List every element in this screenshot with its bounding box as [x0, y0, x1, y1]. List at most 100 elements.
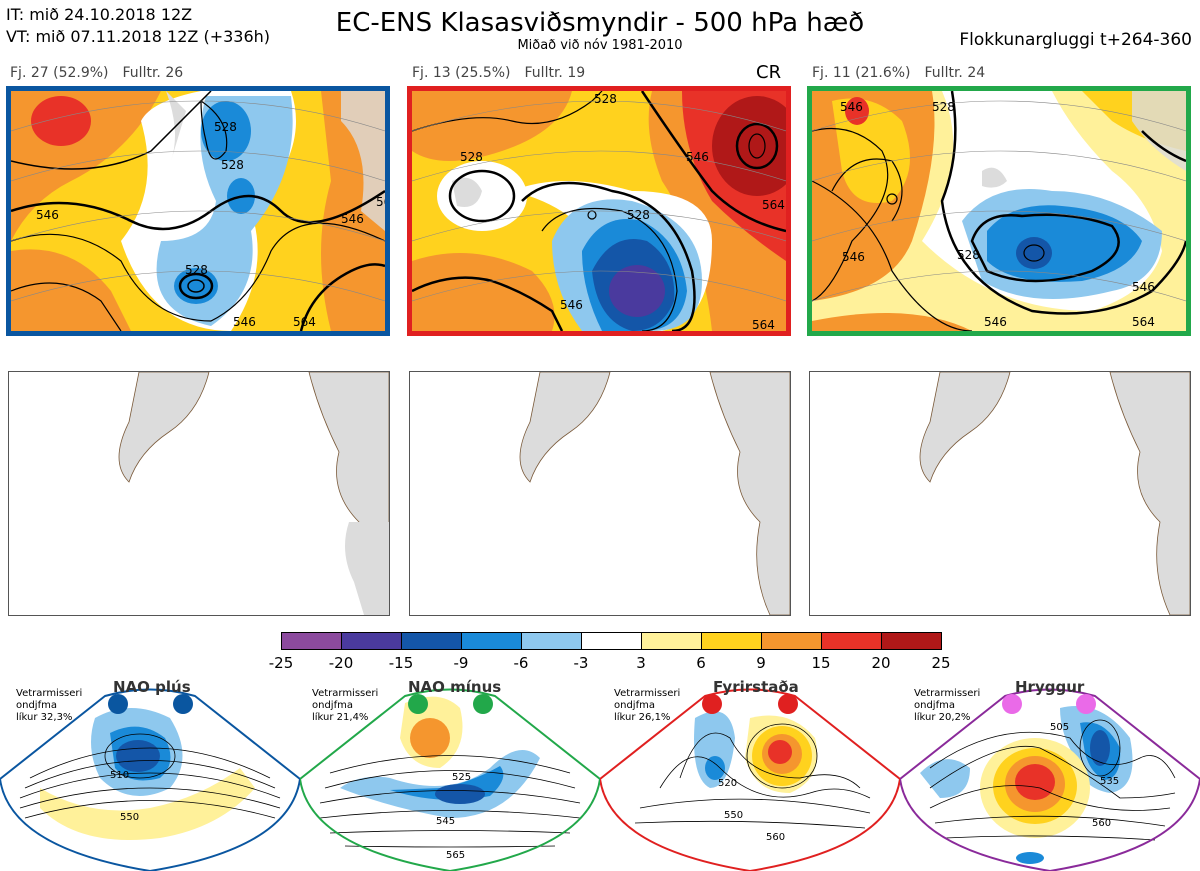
regime-blocking-note-line: ondjfma: [614, 700, 655, 711]
cluster-3-map-graphic: 546 528 546 546 528 546 564: [812, 91, 1186, 331]
cluster-1-contour-label: 528: [185, 263, 208, 277]
colorbar-segment: [341, 632, 402, 650]
colorbar-tick-label: 25: [931, 654, 951, 672]
colorbar-tick-label: -15: [388, 654, 414, 672]
cluster-1-map: 528 546 528 546 564 528 546 564: [6, 86, 390, 336]
regime-blocking-note-line: Vetrarmisseri: [614, 688, 681, 699]
regime-nao-minus-note-line: ondjfma: [312, 700, 353, 711]
colorbar-tick-label: -25: [268, 654, 294, 672]
regime-ridge-note-line: líkur 20,2%: [914, 712, 971, 723]
regime-ridge-contour-label: 505: [1050, 722, 1069, 733]
cluster-3-label: Fj. 11 (21.6%) Fulltr. 24: [812, 65, 999, 81]
cluster-3-fraction: Fj. 11 (21.6%): [812, 65, 911, 81]
cluster-1-representative: Fulltr. 26: [122, 65, 184, 81]
regime-ridge-contour-label: 535: [1100, 776, 1119, 787]
cluster-3-contour-label: 546: [842, 250, 865, 264]
colorbar-tick-label: -6: [513, 654, 529, 672]
colorbar-segment: [821, 632, 882, 650]
regime-blocking-contour-label: 550: [724, 810, 743, 821]
regime-ridge-note: Vetrarmisseri ondjfma líkur 20,2%: [914, 688, 980, 724]
regime-nao-minus-title: NAO mínus: [408, 678, 502, 696]
header-info: IT: mið 24.10.2018 12Z VT: mið 07.11.201…: [6, 4, 270, 48]
cluster-3-contour-label: 528: [932, 100, 955, 114]
colorbar-tick-label: 15: [811, 654, 831, 672]
regime-nao-plus-title: NAO plús: [113, 678, 191, 696]
cluster-3-map: 546 528 546 546 528 546 564: [807, 86, 1191, 336]
regime-blocking-marker: [702, 694, 722, 714]
regime-nao-minus-contour-label: 525: [452, 772, 471, 783]
regime-ridge-marker: [1002, 694, 1022, 714]
valid-time: VT: mið 07.11.2018 12Z (+336h): [6, 27, 271, 46]
colorbar-segment: [701, 632, 762, 650]
cluster-1-map-graphic: 528 546 528 546 564 528 546 564: [11, 91, 385, 331]
cluster-2-contour-label: 546: [686, 150, 709, 164]
cluster-3-contour-label: 528: [957, 248, 980, 262]
cluster-2-map-graphic: 528 528 546 546 564 564 528: [412, 91, 786, 331]
cluster-2-fraction: Fj. 13 (25.5%): [412, 65, 511, 81]
colorbar-segment: [461, 632, 522, 650]
cluster-2-map: 528 528 546 546 564 564 528: [407, 86, 791, 336]
outline-map-2: [409, 371, 791, 616]
cluster-2-contour-label: 528: [594, 92, 617, 106]
regime-nao-plus-note-line: Vetrarmisseri: [16, 688, 83, 699]
outline-map-3: [809, 371, 1191, 616]
regime-nao-minus-marker: [408, 694, 428, 714]
regime-ridge-note-line: ondjfma: [914, 700, 955, 711]
cluster-3-representative: Fulltr. 24: [924, 65, 986, 81]
cluster-2-contour-label: 564: [762, 198, 785, 212]
initial-time: IT: mið 24.10.2018 12Z: [6, 5, 193, 24]
regime-blocking-contour-label: 560: [766, 832, 785, 843]
regime-nao-plus-graphic: 510 550: [0, 688, 300, 871]
cluster-2-contour-label: 528: [627, 208, 650, 222]
outline-map-1-graphic: [118, 372, 389, 615]
outline-map-2-graphic: [519, 372, 790, 615]
regime-nao-plus-contour-label: 510: [110, 770, 129, 781]
regime-nao-minus-contour-label: 545: [436, 816, 455, 827]
colorbar-segment: [641, 632, 702, 650]
regime-nao-minus-note: Vetrarmisseri ondjfma líkur 21,4%: [312, 688, 378, 724]
cluster-1-contour-label: 546: [36, 208, 59, 222]
cluster-1-fraction: Fj. 27 (52.9%): [10, 65, 109, 81]
regime-nao-minus: 525 545 565 NAO mínus Vetrarmisseri ondj…: [300, 678, 600, 871]
regime-nao-plus-note-line: ondjfma: [16, 700, 57, 711]
cluster-3-contour-label: 546: [1132, 280, 1155, 294]
cluster-2-label: Fj. 13 (25.5%) Fulltr. 19: [412, 65, 599, 81]
regime-ridge: 505 535 560 Hryggur Vetrarmisseri ondjfm…: [900, 678, 1200, 871]
page-title: EC-ENS Klasasviðsmyndir - 500 hPa hæð: [335, 8, 865, 38]
cluster-2-contour-label: 546: [560, 298, 583, 312]
colorbar-segment: [521, 632, 582, 650]
colorbar-segment: [581, 632, 642, 650]
cluster-1-contour-label: 546: [341, 212, 364, 226]
regime-ridge-marker: [1076, 694, 1096, 714]
colorbar-segment: [881, 632, 942, 650]
regime-ridge-graphic: 505 535 560: [900, 688, 1200, 871]
cluster-1-contour-label: 528: [221, 158, 244, 172]
colorbar: [281, 632, 942, 650]
outline-map-1: [8, 371, 390, 616]
colorbar-tick-label: 9: [756, 654, 766, 672]
regime-blocking-marker: [778, 694, 798, 714]
cluster-1-contour-label: 564: [376, 195, 385, 209]
cluster-2-contour-label: 564: [752, 318, 775, 331]
cluster-1-contour-label: 546: [233, 315, 256, 329]
regime-blocking-contour-label: 520: [718, 778, 737, 789]
outline-map-3-graphic: [919, 372, 1190, 615]
colorbar-tick-label: -20: [328, 654, 354, 672]
cluster-2-tag: CR: [756, 62, 782, 83]
colorbar-segment: [281, 632, 342, 650]
cluster-2-representative: Fulltr. 19: [524, 65, 586, 81]
regime-ridge-title: Hryggur: [1015, 678, 1085, 696]
cluster-3-contour-label: 546: [840, 100, 863, 114]
regime-ridge-contour-label: 560: [1092, 818, 1111, 829]
regime-blocking: 520 550 560 Fyrirstaða Vetrarmisseri ond…: [600, 678, 900, 871]
cluster-2-contour-label: 528: [460, 150, 483, 164]
regime-blocking-note: Vetrarmisseri ondjfma líkur 26,1%: [614, 688, 680, 724]
colorbar-tick-label: 6: [696, 654, 706, 672]
cluster-3-contour-label: 564: [1132, 315, 1155, 329]
regime-nao-minus-graphic: 525 545 565: [300, 688, 600, 871]
regime-nao-plus-contour-label: 550: [120, 812, 139, 823]
cluster-1-label: Fj. 27 (52.9%) Fulltr. 26: [10, 65, 197, 81]
cluster-3-contour-label: 546: [984, 315, 1007, 329]
regime-blocking-title: Fyrirstaða: [713, 678, 799, 696]
colorbar-tick-label: -3: [573, 654, 589, 672]
